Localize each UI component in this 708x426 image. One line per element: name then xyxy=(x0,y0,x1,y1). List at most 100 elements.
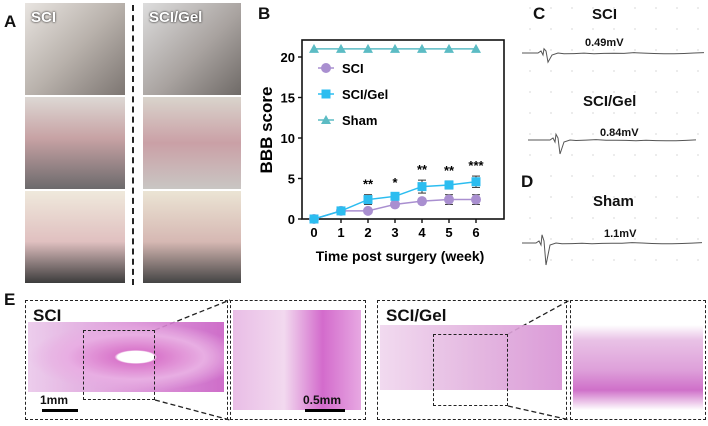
data-point xyxy=(390,43,400,53)
grid-dot xyxy=(550,28,552,30)
legend-label: SCI xyxy=(342,61,364,76)
histology-label-sci-gel: SCI/Gel xyxy=(386,306,447,325)
photo-label-sci-gel: SCI/Gel xyxy=(149,9,203,26)
photo-gel-3 xyxy=(143,191,241,283)
grid-dot xyxy=(571,7,573,9)
grid-dot xyxy=(571,49,573,51)
grid-dot xyxy=(550,238,552,240)
grid-dot xyxy=(592,28,594,30)
grid-dot xyxy=(634,7,636,9)
grid-dot xyxy=(634,175,636,177)
grid-dot xyxy=(592,49,594,51)
grid-dot xyxy=(529,238,531,240)
grid-dot xyxy=(529,70,531,72)
grid-dot xyxy=(655,70,657,72)
grid-dot xyxy=(634,238,636,240)
grid-dot xyxy=(697,238,699,240)
grid-dot xyxy=(697,91,699,93)
grid-dot xyxy=(592,91,594,93)
data-point xyxy=(471,43,481,53)
significance-marker: ** xyxy=(417,162,428,177)
grid-dot xyxy=(655,28,657,30)
grid-dot xyxy=(550,133,552,135)
photo-sci-3 xyxy=(25,191,125,283)
y-tick-label: 20 xyxy=(281,50,295,65)
grid-dot xyxy=(613,70,615,72)
y-tick-label: 15 xyxy=(281,91,295,106)
grid-dot xyxy=(592,238,594,240)
grid-dot xyxy=(697,7,699,9)
grid-dot xyxy=(571,154,573,156)
emg-trace-sci-gel xyxy=(528,132,697,155)
data-point xyxy=(363,43,373,53)
panel-label-c: C xyxy=(533,4,546,23)
grid-dot xyxy=(697,259,699,261)
grid-dot xyxy=(571,70,573,72)
grid-dot xyxy=(697,217,699,219)
grid-dot xyxy=(571,91,573,93)
x-axis-title: Time post surgery (week) xyxy=(316,248,485,264)
grid-dot xyxy=(592,112,594,114)
sci-overview-box xyxy=(25,300,228,420)
grid-dot xyxy=(676,28,678,30)
grid-dot xyxy=(634,28,636,30)
x-tick-label: 3 xyxy=(391,225,398,240)
grid-dot xyxy=(655,154,657,156)
grid-dot xyxy=(571,217,573,219)
grid-dot xyxy=(592,175,594,177)
grid-dot xyxy=(613,238,615,240)
grid-dot xyxy=(634,49,636,51)
grid-dot xyxy=(613,7,615,9)
panel-label-b: B xyxy=(258,4,271,23)
legend-label: Sham xyxy=(342,113,377,128)
scale-bar-label-1mm: 1mm xyxy=(40,393,69,407)
grid-dot xyxy=(697,154,699,156)
grid-dot xyxy=(529,259,531,261)
data-point xyxy=(444,194,454,205)
grid-dot xyxy=(571,28,573,30)
legend-marker xyxy=(321,115,331,124)
panel-label-a: A xyxy=(4,12,17,31)
emg-trace-sci xyxy=(522,47,705,64)
grid-dot xyxy=(697,70,699,72)
trace-title-sci-gel: SCI/Gel xyxy=(583,93,637,110)
grid-dot xyxy=(550,49,552,51)
grid-dot xyxy=(634,70,636,72)
y-axis-title: BBB score xyxy=(257,87,276,174)
data-point xyxy=(444,43,454,53)
grid-dot xyxy=(550,217,552,219)
grid-dot xyxy=(529,133,531,135)
grid-dot xyxy=(571,175,573,177)
grid-dot xyxy=(613,133,615,135)
scale-bar-1mm xyxy=(42,409,78,412)
scale-bar-0-5mm xyxy=(305,409,345,412)
grid-dot xyxy=(634,91,636,93)
grid-dot xyxy=(676,91,678,93)
grid-dot xyxy=(592,154,594,156)
gel-roi-box xyxy=(433,334,508,406)
grid-dot xyxy=(634,217,636,219)
photo-sci-2 xyxy=(25,97,125,189)
legend-marker xyxy=(321,63,331,73)
panel-label-d: D xyxy=(521,172,534,191)
data-point xyxy=(363,195,373,205)
legend-marker xyxy=(321,89,331,99)
grid-dot xyxy=(529,91,531,93)
histology-sci xyxy=(28,322,224,392)
grid-dot xyxy=(529,49,531,51)
trace-amp-sci-gel: 0.84mV xyxy=(600,127,639,139)
data-point xyxy=(471,194,481,205)
grid-dot xyxy=(613,196,615,198)
grid-dot xyxy=(655,259,657,261)
grid-dot xyxy=(592,259,594,261)
significance-marker: ** xyxy=(444,163,455,178)
grid-dot xyxy=(613,259,615,261)
grid-dot xyxy=(697,112,699,114)
y-tick-label: 0 xyxy=(288,212,295,227)
gel-zoom-box xyxy=(570,300,706,420)
histology-sci-gel xyxy=(380,325,562,390)
photo-gel-2 xyxy=(143,97,241,189)
grid-dot xyxy=(655,49,657,51)
grid-dot xyxy=(655,238,657,240)
